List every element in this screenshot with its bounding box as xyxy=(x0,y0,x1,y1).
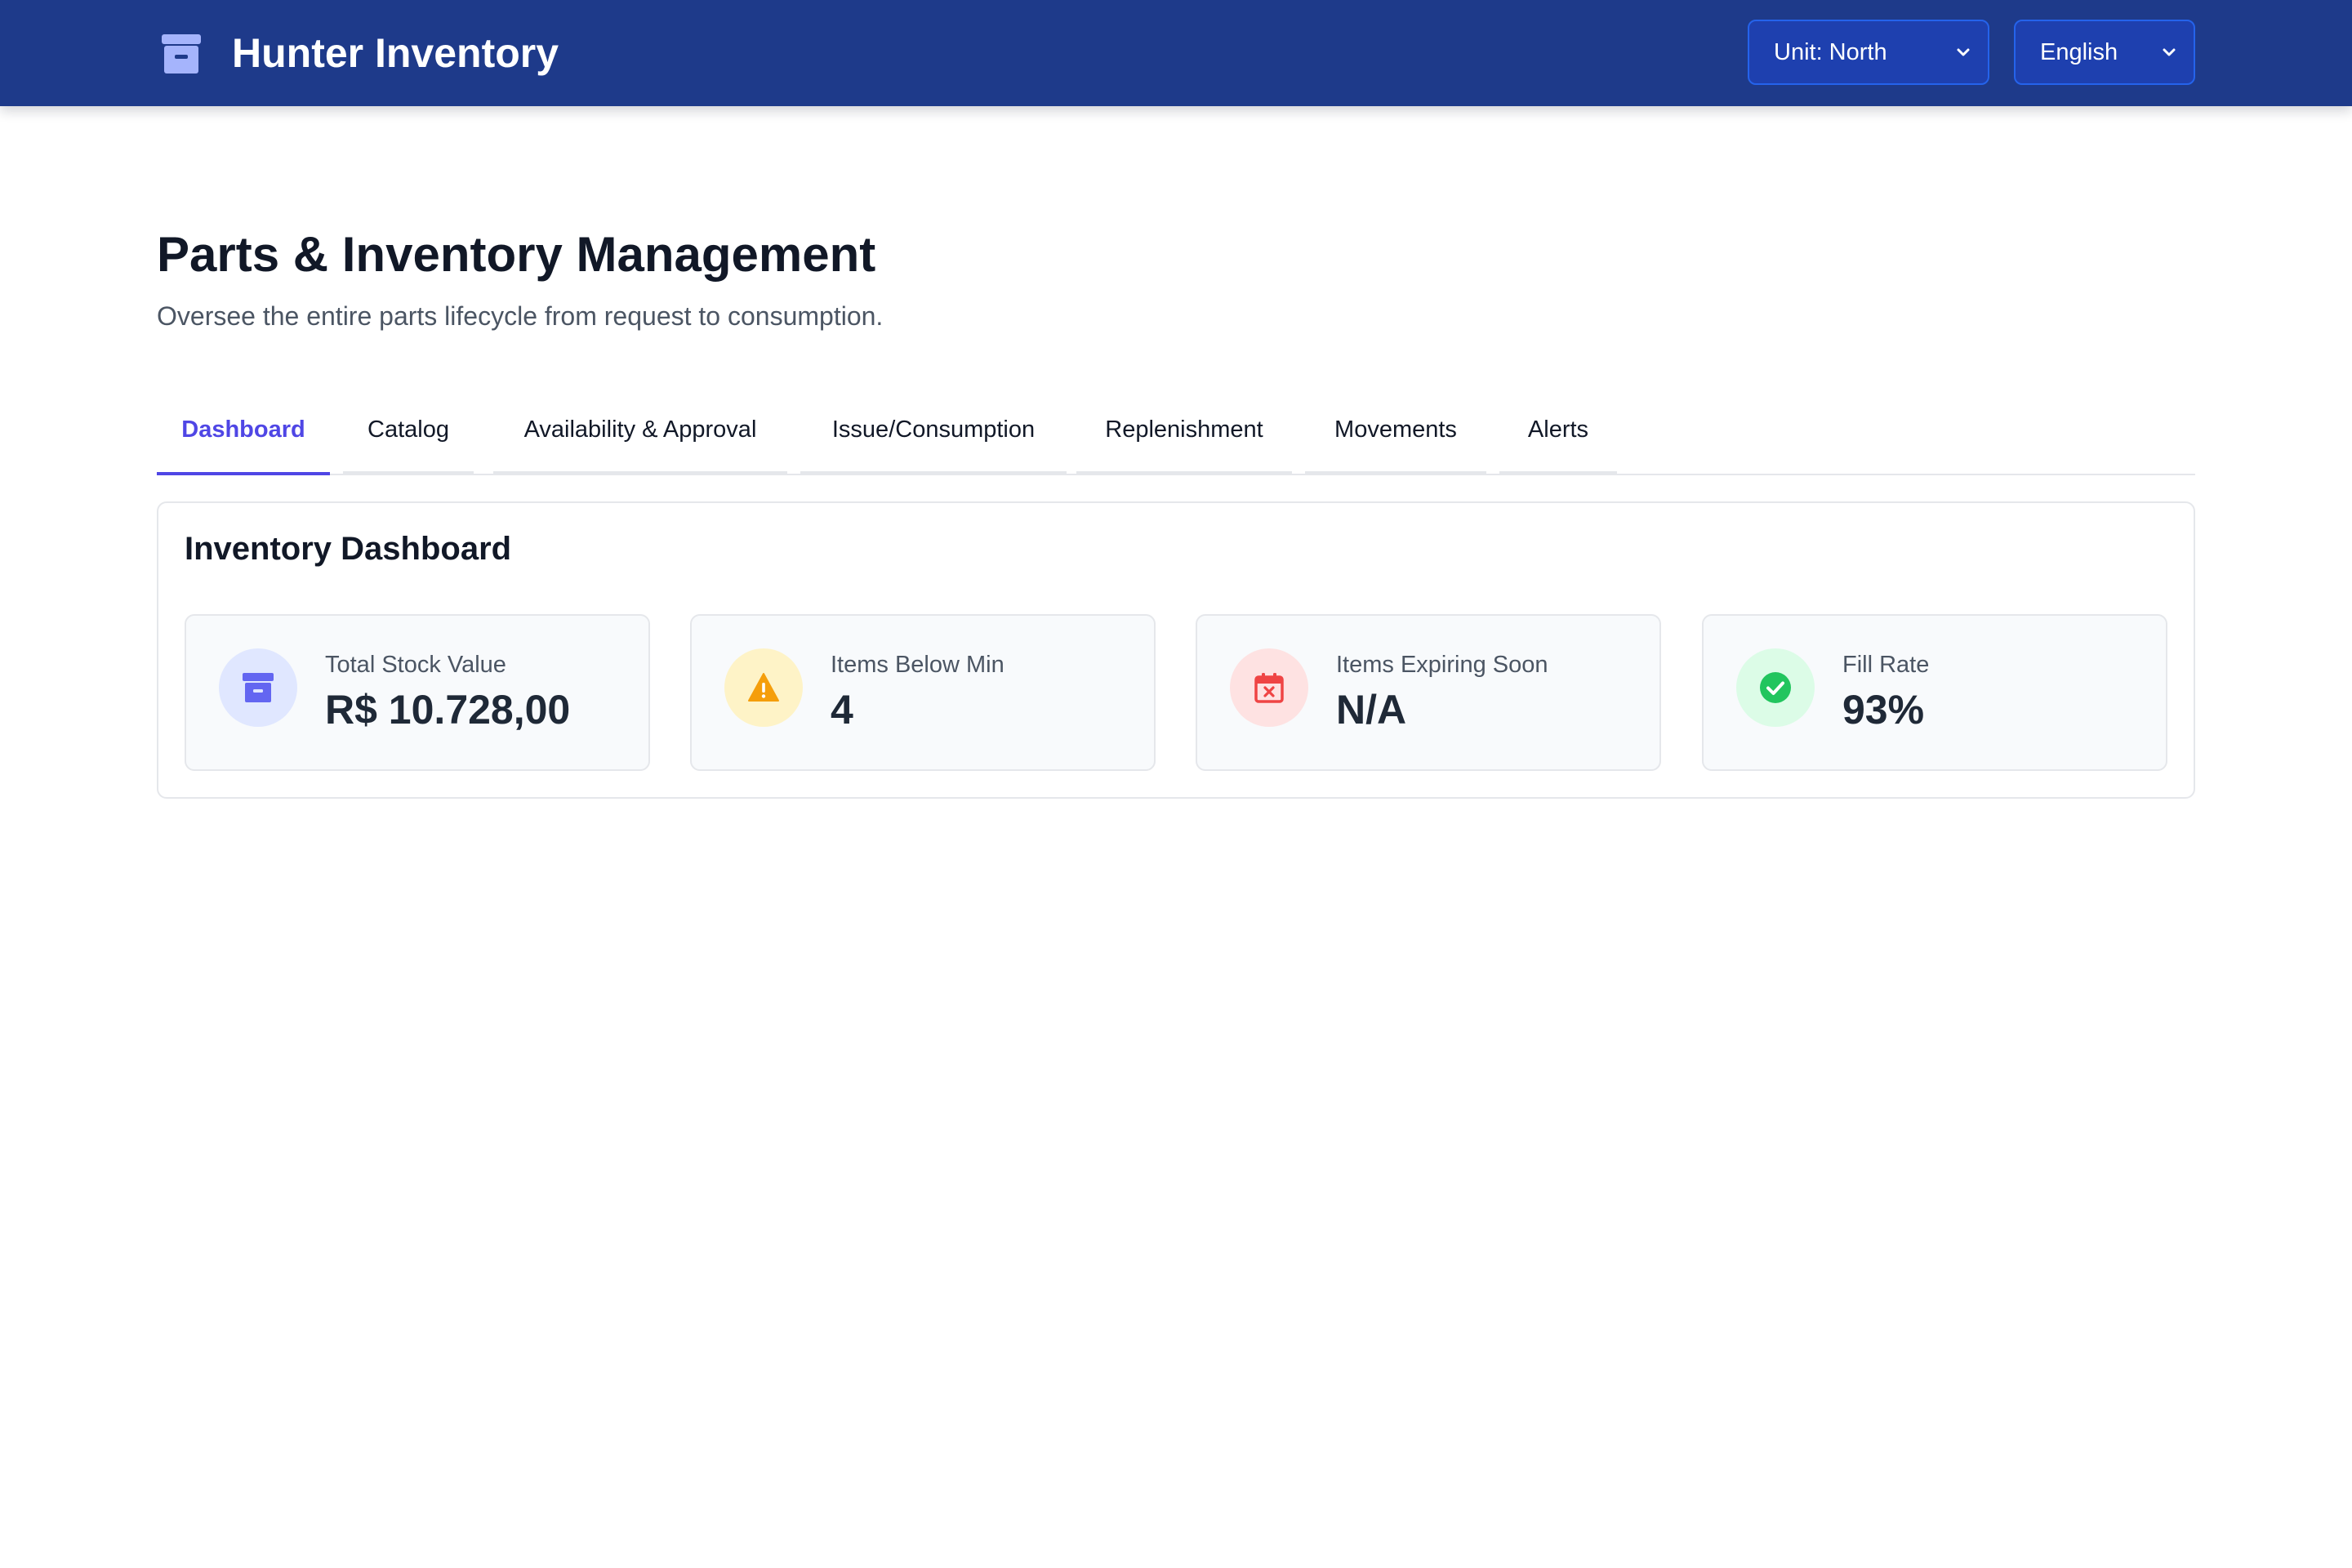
calendar-x-icon xyxy=(1254,673,1284,703)
tab-catalog[interactable]: Catalog xyxy=(343,399,474,474)
kpi-value: R$ 10.728,00 xyxy=(325,687,571,733)
language-select[interactable]: English xyxy=(2014,20,2195,85)
panel-title: Inventory Dashboard xyxy=(185,531,512,567)
language-select-value: English xyxy=(2040,39,2118,65)
tab-movements[interactable]: Movements xyxy=(1305,399,1486,474)
kpi-label: Items Below Min xyxy=(831,652,1004,678)
kpi-label: Total Stock Value xyxy=(325,652,506,678)
top-navbar: Hunter Inventory Unit: North English xyxy=(0,0,2352,106)
check-circle-icon xyxy=(1760,672,1791,703)
tab-replenishment[interactable]: Replenishment xyxy=(1076,399,1292,474)
app-title: Hunter Inventory xyxy=(232,30,559,76)
tab-bar: Dashboard Catalog Availability & Approva… xyxy=(157,399,2195,475)
kpi-card-items-expiring-soon: Items Expiring Soon N/A xyxy=(1196,614,1661,771)
page-title: Parts & Inventory Management xyxy=(157,227,876,282)
archive-box-icon xyxy=(162,34,201,74)
inventory-dashboard-panel: Inventory Dashboard Total Stock Value R$… xyxy=(157,501,2195,799)
kpi-value: N/A xyxy=(1336,687,1407,733)
tabs-divider xyxy=(157,474,2195,475)
kpi-value: 93% xyxy=(1842,687,1925,733)
chevron-down-icon xyxy=(1957,48,1970,56)
kpi-label: Fill Rate xyxy=(1842,652,1930,678)
unit-select[interactable]: Unit: North xyxy=(1748,20,1989,85)
kpi-card-fill-rate: Fill Rate 93% xyxy=(1702,614,2167,771)
tab-issue-consumption[interactable]: Issue/Consumption xyxy=(800,399,1067,474)
kpi-value: 4 xyxy=(831,687,853,733)
tab-alerts[interactable]: Alerts xyxy=(1499,399,1617,474)
kpi-card-items-below-min: Items Below Min 4 xyxy=(690,614,1156,771)
kpi-card-total-stock-value: Total Stock Value R$ 10.728,00 xyxy=(185,614,650,771)
page-subtitle: Oversee the entire parts lifecycle from … xyxy=(157,301,884,331)
kpi-label: Items Expiring Soon xyxy=(1336,652,1548,678)
tab-availability-approval[interactable]: Availability & Approval xyxy=(493,399,787,474)
warning-triangle-icon xyxy=(748,673,779,702)
chevron-down-icon xyxy=(2163,48,2176,56)
tab-dashboard[interactable]: Dashboard xyxy=(157,399,330,475)
archive-box-icon xyxy=(243,673,274,702)
unit-select-value: Unit: North xyxy=(1774,39,1887,65)
